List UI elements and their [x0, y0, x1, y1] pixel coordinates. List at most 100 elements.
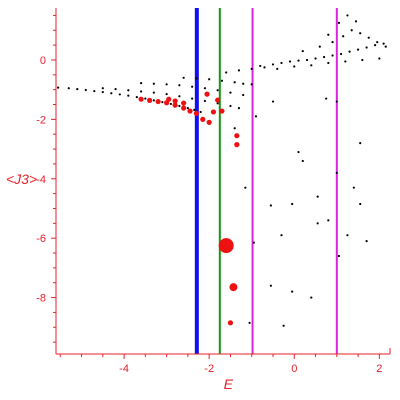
data-point-s1-5: [181, 105, 187, 111]
data-point-s0-25: [191, 97, 194, 100]
data-point-s0-44: [242, 82, 245, 85]
data-point-s0-32: [165, 83, 168, 86]
x-axis-title: E: [224, 376, 234, 392]
data-point-s0-81: [346, 14, 349, 17]
data-point-s0-1: [67, 87, 70, 90]
data-point-s1-13: [215, 97, 221, 103]
data-point-s0-83: [327, 33, 330, 36]
data-point-s0-66: [293, 65, 296, 68]
y-tick-label-4: -8: [36, 293, 46, 305]
data-point-s0-24: [178, 95, 181, 98]
data-point-s0-56: [322, 55, 326, 59]
data-point-s0-16: [193, 108, 196, 111]
data-point-s0-75: [342, 35, 345, 38]
data-point-s0-64: [259, 64, 262, 68]
data-point-s0-77: [359, 32, 362, 35]
data-point-s0-22: [152, 91, 155, 94]
data-point-s0-94: [352, 186, 355, 189]
data-point-s0-19: [114, 87, 117, 91]
data-point-s0-67: [310, 64, 313, 67]
data-point-s1-6: [187, 108, 193, 114]
data-point-s1-1: [147, 97, 153, 103]
data-point-s0-104: [365, 240, 368, 243]
tick-marks: -4 -2 0 2 0 -2 -4 -6 -8: [36, 14, 382, 375]
data-point-s0-46: [225, 71, 228, 74]
data-point-s1-19: [227, 320, 234, 326]
data-point-s0-93: [335, 171, 338, 174]
data-point-s0-11: [152, 99, 155, 102]
data-point-s0-12: [161, 101, 164, 104]
y-tick-label-2: -4: [36, 174, 46, 186]
x-tick-label-2: 0: [291, 363, 297, 375]
data-point-s1-11: [219, 108, 225, 114]
data-point-s0-14: [178, 104, 181, 108]
data-point-s0-10: [144, 97, 147, 100]
data-point-s0-61: [365, 46, 368, 49]
data-point-s0-106: [337, 254, 341, 258]
data-point-s0-55: [314, 57, 317, 60]
data-point-s1-10: [210, 109, 217, 115]
data-point-s0-3: [84, 88, 87, 92]
data-point-s2-1: [229, 283, 238, 292]
data-point-s0-110: [248, 321, 251, 324]
data-point-s0-54: [305, 58, 309, 62]
x-tick-label-3: 2: [376, 363, 382, 375]
data-point-s0-43: [233, 81, 236, 84]
data-point-s0-79: [376, 41, 379, 44]
data-point-s0-7: [118, 93, 121, 96]
data-point-s0-42: [220, 79, 224, 82]
data-point-s0-101: [316, 222, 319, 225]
data-point-s0-78: [367, 36, 370, 39]
data-point-s0-62: [374, 44, 377, 47]
data-point-s0-80: [384, 45, 387, 48]
data-point-s0-6: [110, 92, 113, 95]
data-point-s0-59: [348, 50, 351, 53]
data-point-s0-73: [318, 45, 321, 48]
data-point-s0-15: [186, 106, 189, 110]
data-point-s0-87: [233, 127, 236, 130]
data-point-s0-50: [271, 63, 275, 66]
data-point-s0-53: [297, 59, 300, 62]
data-point-s0-109: [310, 296, 313, 299]
data-point-s0-39: [182, 76, 185, 79]
data-point-s0-51: [280, 61, 283, 65]
data-point-s0-27: [216, 102, 219, 105]
data-point-s0-13: [169, 102, 172, 106]
data-point-s0-49: [263, 66, 266, 69]
data-point-s0-58: [339, 52, 343, 56]
data-point-s0-92: [301, 159, 304, 163]
data-point-s0-34: [191, 85, 194, 88]
data-point-s1-14: [172, 98, 178, 104]
data-point-s1-8: [200, 116, 206, 122]
data-point-s2-0: [218, 238, 234, 254]
data-point-s0-102: [280, 234, 283, 237]
data-point-s0-4: [93, 90, 96, 93]
data-point-s0-47: [237, 69, 241, 72]
data-point-s0-111: [282, 324, 285, 327]
data-point-s0-38: [242, 93, 245, 97]
data-point-s0-65: [276, 67, 279, 70]
data-point-s0-9: [135, 95, 138, 99]
data-point-s0-57: [331, 54, 334, 57]
data-point-s0-72: [301, 49, 304, 53]
y-axis-title: <J3>: [6, 171, 37, 187]
data-point-s0-97: [316, 195, 319, 198]
data-point-s0-88: [325, 97, 328, 100]
y-tick-label-3: -6: [36, 233, 46, 245]
data-point-s0-41: [208, 78, 211, 81]
data-point-s0-2: [76, 87, 79, 91]
data-point-s0-74: [331, 41, 334, 44]
data-point-s0-33: [178, 84, 181, 87]
data-point-s0-23: [165, 93, 168, 96]
data-point-s1-7: [193, 110, 200, 117]
x-tick-label-0: -4: [119, 363, 129, 375]
data-point-s0-29: [237, 106, 241, 110]
data-point-s0-71: [378, 57, 381, 60]
data-point-s0-84: [337, 21, 341, 24]
data-point-s0-100: [327, 219, 330, 222]
data-point-s0-37: [229, 91, 232, 94]
data-point-s0-28: [229, 104, 232, 108]
data-point-s0-63: [382, 42, 385, 45]
data-point-s0-18: [101, 87, 104, 90]
